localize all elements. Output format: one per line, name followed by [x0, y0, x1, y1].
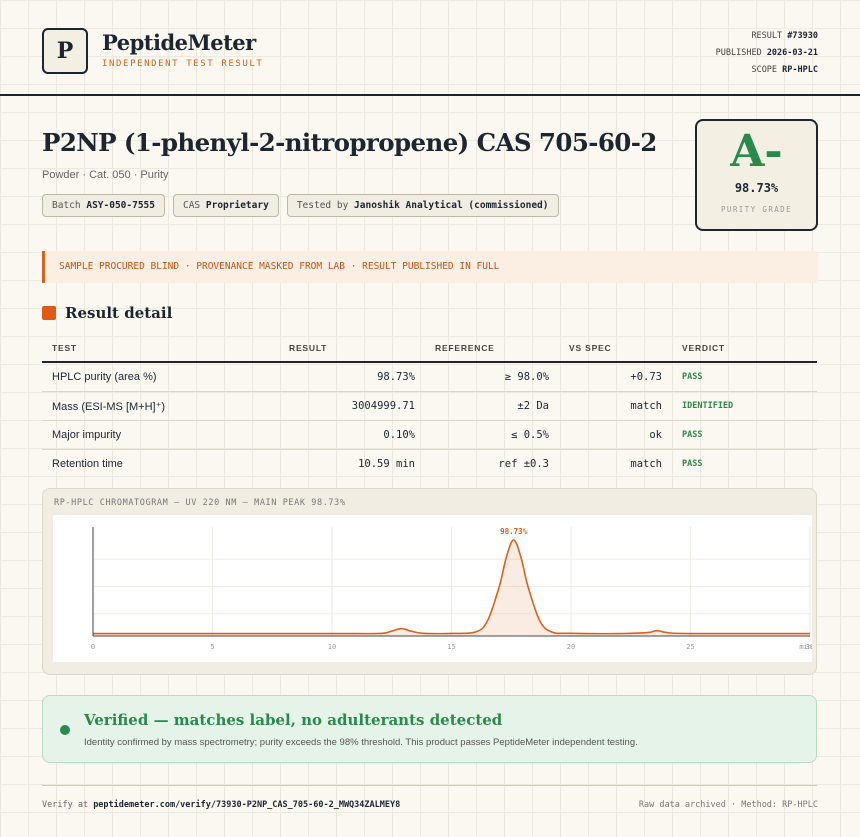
table-row: Major impurity 0.10% ≤ 0.5% ok PASS — [42, 420, 817, 450]
table-cell: 3004999.71 — [279, 391, 425, 421]
footer-verify: Verify at peptidemeter.com/verify/73930-… — [42, 800, 400, 810]
chip: Batch ASY-050-7555 — [42, 194, 165, 217]
grade-purity: 98.73% — [734, 181, 779, 195]
peak-label: 98.73% — [500, 527, 528, 536]
table-cell: IDENTIFIED — [672, 391, 817, 421]
chip-value: Janoshik Analytical (commissioned) — [354, 200, 549, 211]
verify-url[interactable]: peptidemeter.com/verify/73930-P2NP_CAS_7… — [93, 800, 401, 810]
table-cell: 10.59 min — [358, 458, 415, 470]
table-cell: 0.10% — [279, 420, 425, 450]
verdict-dot — [60, 725, 70, 735]
banner: SAMPLE PROCURED BLIND · PROVENANCE MASKE… — [42, 251, 818, 283]
meta-label: PUBLISHED — [715, 48, 762, 58]
meta-label: RESULT — [751, 31, 783, 41]
x-tick-label: 30 — [806, 643, 812, 651]
table-cell: 98.73% — [279, 362, 425, 392]
column-header: TEST — [42, 336, 279, 363]
chip: CAS Proprietary — [172, 194, 279, 217]
grade-card: A- 98.73% PURITY GRADE — [695, 119, 818, 231]
x-tick-label: 20 — [567, 643, 575, 651]
product-subtitle: Powder · Cat. 050 · Purity — [42, 169, 169, 181]
verdict-title: Verified — matches label, no adulterants… — [84, 711, 503, 729]
chart-title: RP-HPLC CHROMATOGRAM — UV 220 NM — MAIN … — [54, 498, 346, 508]
brand: PeptideMeter — [102, 30, 256, 55]
meta-row: RESULT #73930 — [716, 28, 818, 45]
column-header: VERDICT — [672, 336, 817, 363]
meta-row: SCOPE RP-HPLC — [716, 62, 818, 79]
chart: 0 5 10 15 20 25 30min 98.73% — [53, 515, 812, 662]
header-row: TEST RESULT REFERENCE VS SPEC VERDICT — [42, 336, 817, 363]
table-cell: match — [630, 458, 662, 470]
table-cell: ≤ 0.5% — [425, 420, 559, 450]
x-tick-label: 0 — [91, 643, 95, 651]
product-title: P2NP (1-phenyl-2-nitropropene) CAS 705-6… — [42, 128, 657, 157]
verdict-text: Identity confirmed by mass spectrometry;… — [84, 737, 638, 748]
chip-label: Tested by — [296, 200, 349, 211]
meta: RESULT #73930 PUBLISHED 2026-03-21 SCOPE R… — [716, 28, 818, 79]
grade-label: PURITY GRADE — [721, 205, 792, 214]
divider — [0, 94, 860, 96]
x-tick-label: 25 — [686, 643, 694, 651]
footer-note: Raw data archived · Method: RP-HPLC — [638, 800, 818, 810]
table-cell: ±2 Da — [425, 391, 559, 421]
column-header: VS SPEC — [559, 336, 672, 363]
result-table: TEST RESULT REFERENCE VS SPEC VERDICT HPLC pu… — [42, 336, 817, 478]
verify-label: Verify at — [42, 800, 89, 810]
x-tick-label: 5 — [210, 643, 214, 651]
divider — [42, 785, 817, 786]
table-cell: ok — [559, 420, 672, 450]
table-cell: HPLC purity (area %) — [42, 362, 279, 392]
x-tick-label: 10 — [328, 643, 336, 651]
x-axis-label: min — [799, 643, 812, 651]
meta-value: #73930 — [787, 31, 818, 41]
meta-value: 2026-03-21 — [766, 48, 818, 58]
meta-row: PUBLISHED 2026-03-21 — [716, 45, 818, 62]
line — [92, 539, 811, 635]
chip-value: Proprietary — [205, 200, 269, 211]
table-cell: PASS — [672, 362, 817, 392]
section-icon — [42, 306, 56, 320]
table-cell: +0.73 — [559, 362, 672, 392]
table-row: Mass (ESI-MS [M+H]⁺) 3004999.71 ±2 Da match… — [42, 391, 817, 421]
meta-label: SCOPE — [751, 65, 778, 75]
meta-value: RP-HPLC — [782, 65, 818, 75]
table-cell: Mass (ESI-MS [M+H]⁺) — [42, 391, 279, 421]
logo: P — [42, 28, 88, 74]
chip-label: CAS — [182, 200, 201, 211]
table-cell: PASS — [672, 420, 817, 450]
chip-value: ASY-050-7555 — [86, 200, 155, 211]
column-header: RESULT — [279, 336, 425, 363]
chip-label: Batch — [52, 200, 81, 211]
column-header: REFERENCE — [425, 336, 559, 363]
tagline: INDEPENDENT TEST RESULT — [102, 59, 264, 69]
chip: Tested by Janoshik Analytical (commissio… — [286, 194, 559, 217]
table-cell: PASS — [682, 459, 703, 469]
table-cell: ≥ 98.0% — [425, 362, 559, 392]
table-row: HPLC purity (area %) 98.73% ≥ 98.0% +0.73 PA… — [42, 362, 817, 392]
grade-letter: A- — [730, 126, 783, 177]
chips: Batch ASY-050-7555 CAS Proprietary Tested … — [42, 194, 559, 217]
table-cell: ref ±0.3 — [498, 458, 549, 470]
verdict-box — [42, 695, 817, 763]
section-title: Result detail — [65, 304, 173, 322]
table-cell: Retention time — [52, 458, 123, 470]
table-cell: match — [559, 391, 672, 421]
table-cell: Major impurity — [42, 420, 279, 450]
x-tick-label: 15 — [447, 643, 455, 651]
table-row: Retention time 10.59 min ref ±0.3 match PASS — [42, 450, 817, 479]
